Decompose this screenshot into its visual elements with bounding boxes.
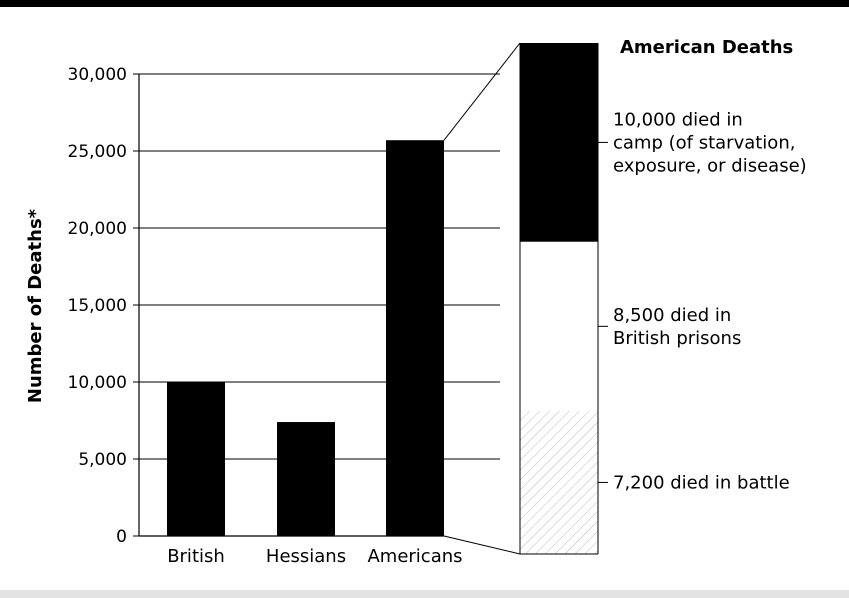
axes: [138, 74, 444, 537]
bar-hessians: [277, 422, 335, 536]
segment-label-line: camp (of starvation,: [613, 132, 795, 153]
top-rule: [0, 0, 849, 7]
bar-americans: [386, 140, 444, 536]
x-category-labels: British Hessians Americans: [167, 546, 462, 567]
breakdown-title: American Deaths: [620, 37, 793, 58]
connector-bottom: [443, 535, 521, 555]
y-tick-label: 5,000: [78, 450, 127, 470]
bars: [167, 140, 444, 536]
breakdown-segment: [520, 241, 598, 411]
x-category-label: Americans: [367, 546, 462, 567]
breakdown-connectors: [443, 42, 521, 555]
segment-label-line: British prisons: [613, 328, 741, 349]
y-tick-label: 30,000: [68, 65, 127, 85]
breakdown-segment: [520, 43, 598, 242]
segment-label-line: 8,500 died in: [613, 305, 731, 326]
segment-label-line: 10,000 died in: [613, 109, 743, 130]
breakdown-segment: [520, 410, 598, 554]
y-tick-label: 20,000: [68, 219, 127, 239]
y-tick-labels: 30,000 25,000 20,000 15,000 10,000 5,000 0: [68, 65, 127, 547]
segment-label-line: 7,200 died in battle: [613, 472, 790, 493]
y-axis-label: Number of Deaths*: [25, 208, 46, 403]
connector-top: [443, 42, 521, 141]
y-tick-label: 15,000: [68, 296, 127, 316]
y-tick-label: 25,000: [68, 142, 127, 162]
y-tick-label: 0: [116, 527, 127, 547]
x-category-label: Hessians: [266, 546, 346, 567]
bottom-rule: [0, 590, 849, 598]
segment-label-line: exposure, or disease): [613, 155, 807, 176]
y-tick-label: 10,000: [68, 373, 127, 393]
breakdown-stack: [519, 43, 608, 555]
x-category-label: British: [167, 546, 225, 567]
bar-british: [167, 382, 225, 536]
